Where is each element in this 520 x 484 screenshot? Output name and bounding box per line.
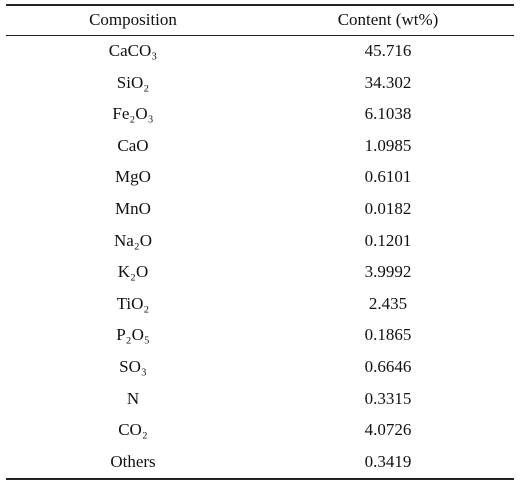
header-cell: Content (wt%) — [337, 10, 439, 29]
header-rule — [6, 35, 514, 36]
composition-cell: K₂O — [117, 262, 149, 282]
content-cell: 0.1201 — [364, 230, 412, 250]
bottom-rule — [6, 478, 514, 480]
content-cell: 0.1865 — [364, 325, 412, 345]
composition-cell: MnO — [115, 199, 151, 218]
top-rule — [6, 4, 514, 6]
composition-cell: MgO — [115, 167, 151, 187]
composition-cell: CO₂ — [118, 420, 148, 440]
composition-cell: SO₃ — [119, 357, 147, 376]
content-cell: 45.716 — [364, 41, 412, 60]
composition-cell: Fe₂O₃ — [112, 104, 154, 124]
content-cell: 4.0726 — [364, 420, 412, 440]
composition-cell: CaCO₃ — [108, 41, 158, 60]
content-cell: 0.0182 — [364, 199, 412, 218]
composition-cell: TiO₂ — [116, 293, 150, 313]
composition-cell: SiO₂ — [116, 72, 150, 92]
composition-cell: Na₂O — [113, 230, 153, 250]
content-cell: 6.1038 — [364, 104, 412, 124]
content-cell: 0.6646 — [364, 357, 412, 376]
composition-cell: P₂O₅ — [116, 325, 150, 345]
content-cell: 0.3419 — [364, 451, 412, 471]
content-cell: 2.435 — [368, 293, 408, 313]
content-cell: 1.0985 — [364, 135, 412, 155]
content-cell: 34.302 — [364, 72, 412, 92]
content-cell: 3.9992 — [364, 262, 412, 282]
header-cell: Composition — [89, 10, 177, 29]
composition-cell: CaO — [117, 135, 149, 155]
content-cell: 0.6101 — [364, 167, 412, 187]
content-cell: 0.3315 — [364, 388, 412, 408]
composition-cell: N — [126, 388, 140, 408]
composition-cell: Others — [110, 451, 156, 471]
